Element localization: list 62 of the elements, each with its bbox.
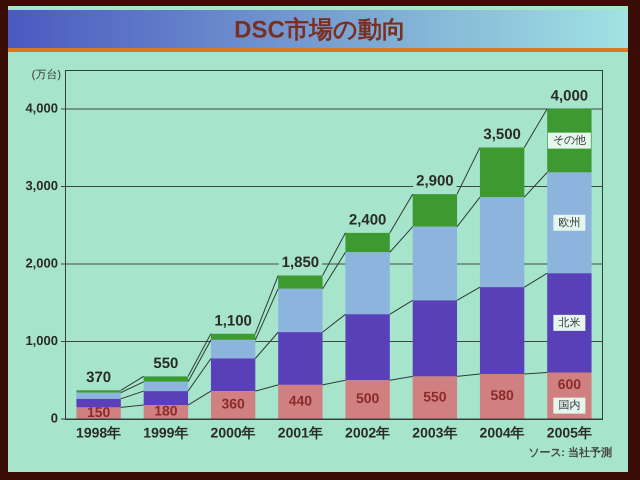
total-label: 3,500 — [483, 126, 521, 144]
x-tick-label: 2000年 — [210, 424, 256, 440]
series-label: 欧州 — [558, 216, 580, 229]
bar — [278, 332, 323, 385]
bar — [144, 382, 188, 392]
data-label: 580 — [490, 387, 514, 404]
bar — [412, 226, 458, 300]
series-label: 北米 — [558, 316, 580, 329]
bar — [480, 197, 524, 288]
series-label: 国内 — [558, 398, 580, 412]
x-tick-label: 1999年 — [143, 424, 188, 440]
bar — [210, 340, 256, 359]
data-label: 600 — [558, 376, 582, 392]
data-label: 500 — [356, 390, 380, 406]
x-tick-label: 2003年 — [412, 424, 458, 440]
series-label: その他 — [552, 134, 586, 147]
y-tick-label: 2,000 — [25, 255, 58, 270]
data-label: 180 — [154, 402, 178, 419]
bar — [210, 334, 256, 340]
data-label: 360 — [221, 396, 246, 412]
bar — [278, 288, 323, 332]
total-label: 2,900 — [416, 172, 454, 190]
y-tick-label: 3,000 — [25, 178, 58, 193]
chart-title: DSC市場の動向 — [234, 16, 406, 44]
total-label: 1,100 — [214, 312, 252, 330]
data-label: 550 — [423, 388, 447, 404]
x-tick-label: 1998年 — [76, 424, 122, 440]
total-label: 370 — [86, 368, 112, 386]
text: ソース: 当社予測 — [528, 446, 612, 460]
bar — [345, 314, 390, 380]
bar — [76, 398, 121, 408]
data-label: 150 — [86, 404, 111, 420]
x-tick-label: 2005年 — [546, 424, 592, 440]
x-tick-label: 2002年 — [345, 424, 390, 440]
bar — [345, 252, 390, 314]
y-tick-label: 1,000 — [25, 333, 58, 348]
total-label: 1,850 — [282, 254, 320, 272]
bar — [345, 380, 390, 418]
bar — [412, 300, 458, 376]
bar — [412, 194, 458, 227]
total-label: 4,000 — [550, 87, 588, 104]
bar — [144, 391, 188, 406]
bar — [480, 374, 524, 418]
total-label: 2,400 — [348, 212, 386, 229]
bar — [412, 376, 458, 418]
bar — [278, 276, 323, 289]
bar — [144, 376, 188, 382]
bar — [278, 384, 323, 418]
data-label: 440 — [288, 392, 312, 409]
y-tick-label: 0 — [50, 410, 58, 426]
bar — [547, 172, 592, 274]
bar — [345, 232, 390, 252]
total-label: 550 — [153, 354, 178, 372]
y-axis-title: (万台) — [32, 68, 61, 82]
bar — [76, 392, 121, 399]
bar — [547, 273, 592, 372]
bar — [210, 358, 256, 392]
x-tick-label: 2001年 — [278, 424, 323, 440]
y-tick-label: 4,000 — [25, 100, 58, 116]
bar — [480, 148, 524, 198]
x-tick-label: 2004年 — [480, 424, 525, 440]
bar — [480, 287, 524, 374]
